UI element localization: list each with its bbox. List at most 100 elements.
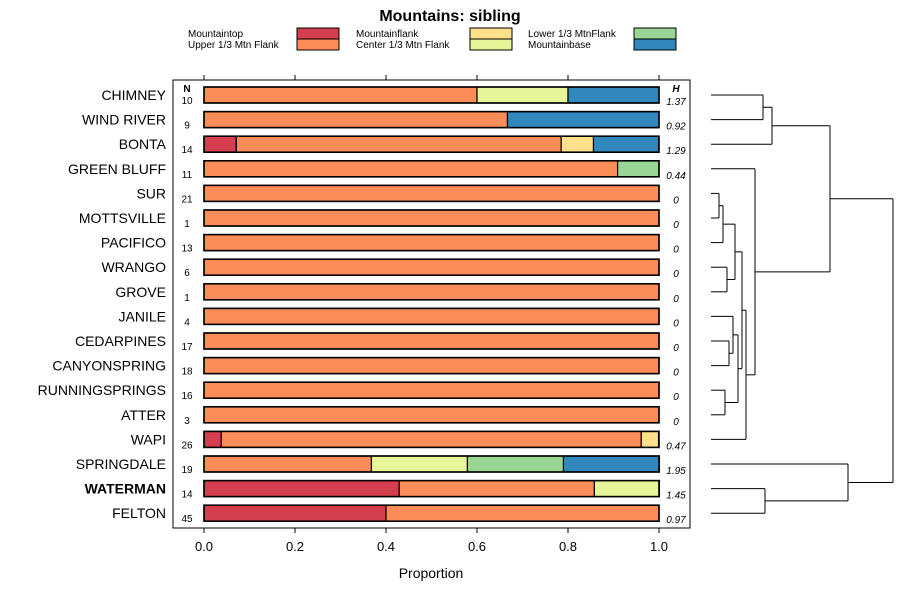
bar-row: WAPI 26 0.47 [131,430,686,452]
bar-segment [203,110,509,129]
legend-label: Upper 1/3 Mtn Flank [188,40,280,51]
bar-segment [203,184,660,202]
n-value: 14 [181,490,193,501]
row-label: SUR [136,185,166,201]
bar-segment [203,332,660,350]
bar-row: WIND RIVER 9 0.92 [82,110,686,133]
bar-segment [385,504,660,522]
bar-row: SPRINGDALE 19 1.95 [76,455,686,477]
legend-label: Mountaintop [188,29,243,40]
row-label: BONTA [119,136,167,152]
x-tick-label: 1.0 [650,539,668,554]
n-value: 14 [181,145,193,156]
row-label: WAPI [131,431,166,447]
legend-label: Lower 1/3 MtnFlank [528,29,617,40]
bar-segment [203,135,237,153]
bar-segment [203,234,660,252]
row-label: ATTER [121,407,166,423]
bar-outline [203,160,660,178]
bar-outline [203,233,660,252]
h-value: 0 [673,245,679,256]
h-value: 0.92 [666,122,686,133]
bar-outline [203,184,660,203]
legend-label: Mountainbase [528,40,591,51]
h-value: 0 [673,417,679,428]
x-tick-label: 0.8 [559,539,577,554]
bar-outline [203,356,660,375]
bar-outline [203,209,660,227]
bar-outline [203,258,660,277]
bar-segment [398,480,595,498]
legend-swatch [633,38,677,51]
bar-segment [203,258,660,276]
row-label: CEDARPINES [75,333,166,349]
h-column-header: H [672,84,680,95]
bar-segment [560,135,595,153]
bar-segment [640,430,660,448]
legend-swatch [633,27,677,40]
bar-row: CHIMNEY 10 1.37 [101,86,686,108]
legend-label: Center 1/3 Mtn Flank [356,40,450,51]
h-value: 0 [673,368,679,379]
h-value: 0 [673,195,679,206]
bar-row: GREEN BLUFF 11 0.44 [68,160,686,182]
h-value: 0 [673,318,679,329]
bar-segment [466,455,565,473]
row-label: WIND RIVER [82,112,166,128]
bar-segment [370,455,469,473]
x-axis-label: Proportion [399,565,464,581]
bar-row: WATERMAN 14 1.45 [85,479,686,502]
n-value: 11 [182,170,193,181]
bar-row: WRANGO 6 0 [101,258,679,280]
h-value: 0.47 [666,441,686,452]
n-value: 4 [184,317,190,328]
h-value: 0 [673,392,679,403]
bar-outline [203,307,660,326]
bar-segment [203,480,400,498]
x-axis: 0.0 0.2 0.4 0.6 0.8 1.0 [195,75,668,554]
n-column-header: N [183,84,190,95]
bar-segment [506,110,660,129]
bar-segment [203,357,660,375]
legend-swatch [469,27,513,40]
n-value: 1 [184,219,190,230]
row-label: JANILE [119,308,166,324]
bar-segment [476,86,569,104]
bar-outline [203,110,660,129]
n-value: 9 [184,121,190,132]
bar-segment [203,307,660,325]
bar-row: GROVE 1 0 [115,282,679,305]
n-value: 21 [181,194,193,205]
bar-segment [616,160,660,178]
bar-outline [203,504,660,523]
bar-segment [567,86,660,104]
n-value: 10 [181,96,193,107]
bar-row: CANYONSPRING 18 0 [52,356,679,379]
n-value: 13 [181,244,193,255]
bar-segment [562,455,661,473]
row-label: CANYONSPRING [52,358,166,374]
x-tick-label: 0.6 [468,539,486,554]
bar-outline [203,135,660,153]
bar-row: RUNNINGSPRINGS 16 0 [38,381,679,403]
bar-segment [203,86,478,104]
x-tick-label: 0.0 [195,539,213,554]
h-value: 0 [673,294,679,305]
bar-outline [203,405,660,424]
row-label: WATERMAN [85,481,166,497]
n-value: 19 [181,465,193,476]
n-value: 18 [181,367,193,378]
bar-segment [203,209,660,227]
bar-segment [235,135,562,153]
bar-row: BONTA 14 1.29 [119,135,686,157]
n-value: 26 [181,440,193,451]
h-value: 0 [673,343,679,354]
bar-outline [203,455,660,473]
h-value: 1.95 [666,466,686,477]
h-value: 0 [673,269,679,280]
bar-segment [203,160,619,178]
row-label: GREEN BLUFF [68,161,166,177]
n-value: 1 [184,293,190,304]
